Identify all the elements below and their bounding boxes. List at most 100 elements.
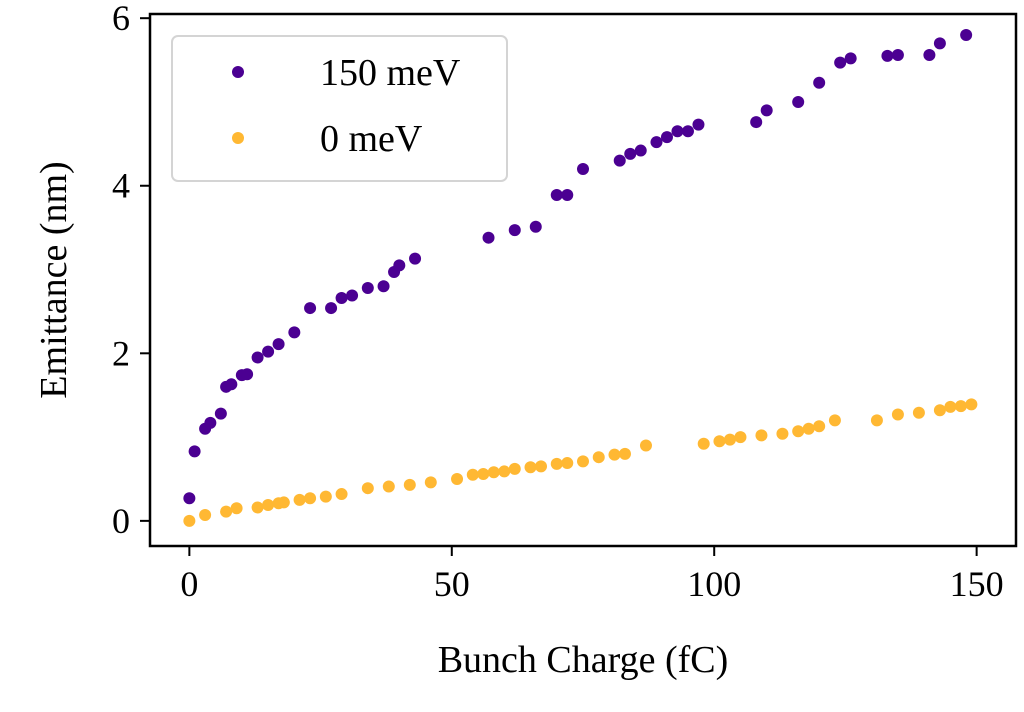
data-point	[891, 49, 904, 62]
data-point	[891, 408, 904, 421]
data-point	[792, 425, 805, 438]
data-point	[933, 37, 946, 50]
data-point	[577, 162, 589, 175]
data-point	[382, 480, 395, 493]
data-point	[723, 433, 736, 446]
data-point	[361, 482, 374, 495]
x-tick-label: 100	[687, 564, 741, 604]
data-point	[834, 56, 847, 69]
data-point	[498, 465, 511, 478]
series-1	[183, 398, 978, 527]
data-point	[802, 422, 815, 435]
legend-marker	[232, 132, 244, 144]
y-axis-label: Emittance (nm)	[33, 161, 75, 398]
y-tick-label: 2	[112, 333, 130, 373]
data-point	[734, 431, 747, 444]
data-point	[346, 289, 359, 302]
data-point	[508, 224, 521, 237]
data-point	[304, 492, 317, 505]
data-point	[776, 427, 789, 440]
data-point	[550, 188, 563, 201]
data-point	[183, 514, 196, 527]
x-tick-label: 150	[950, 564, 1004, 604]
legend: 150 meV 0 meV	[171, 35, 508, 182]
data-point	[933, 404, 946, 417]
data-point	[954, 400, 967, 413]
data-point	[624, 147, 637, 160]
data-point	[881, 49, 894, 62]
legend-box	[171, 35, 508, 182]
plot-frame	[148, 12, 1018, 548]
axes-layer: 0 50 100 150 0 2 4 6 Bunch Charge (fC) Emittance …	[33, 0, 1018, 681]
data-point	[671, 125, 684, 138]
data-point	[361, 281, 374, 294]
data-point	[697, 437, 710, 450]
data-point	[451, 472, 464, 485]
data-point	[813, 420, 826, 433]
data-point	[944, 400, 957, 413]
data-point	[319, 490, 332, 503]
legend-label: 150 meV	[320, 52, 461, 94]
data-point	[713, 435, 726, 448]
data-point	[681, 125, 694, 138]
y-tick-label: 6	[112, 0, 130, 38]
data-point	[618, 447, 631, 460]
data-point	[204, 416, 217, 429]
x-tick-label: 0	[180, 564, 198, 604]
y-tick-label: 0	[112, 501, 130, 541]
data-point	[529, 220, 542, 233]
data-point	[870, 414, 883, 427]
data-point	[960, 28, 973, 41]
x-axis-label: Bunch Charge (fC)	[438, 639, 729, 681]
y-tick-label: 4	[112, 166, 130, 206]
data-point	[288, 326, 301, 339]
data-point	[262, 498, 275, 511]
data-point	[828, 414, 841, 427]
x-tick-label: 50	[434, 564, 470, 604]
data-point	[335, 292, 348, 305]
data-point	[241, 368, 254, 381]
data-point	[230, 502, 243, 515]
data-point	[277, 496, 290, 509]
data-point	[844, 52, 857, 65]
data-point	[466, 468, 479, 481]
data-point	[912, 406, 925, 419]
data-point	[220, 505, 233, 518]
data-point	[634, 144, 647, 157]
data-point	[225, 378, 238, 391]
data-point	[482, 231, 495, 244]
data-point	[377, 280, 390, 293]
data-point	[409, 252, 422, 265]
data-point	[214, 407, 227, 420]
data-point	[561, 457, 574, 470]
data-point	[692, 118, 705, 131]
data-point	[403, 478, 416, 491]
data-point	[923, 49, 936, 62]
series-0	[183, 28, 973, 505]
data-point	[613, 154, 626, 167]
data-point	[251, 501, 264, 514]
data-point	[639, 439, 652, 452]
data-point	[477, 467, 490, 480]
data-point	[251, 351, 264, 364]
data-point	[293, 493, 306, 506]
data-point	[508, 462, 521, 475]
data-point	[965, 398, 978, 411]
data-point	[650, 136, 663, 149]
data-point	[760, 104, 773, 117]
data-point	[487, 466, 500, 479]
data-point	[660, 131, 673, 144]
data-point	[272, 338, 285, 351]
legend-label: 0 meV	[320, 118, 423, 160]
data-point	[592, 451, 605, 464]
data-point	[535, 460, 548, 473]
data-point	[750, 116, 763, 129]
data-point	[199, 509, 212, 522]
data-point	[792, 95, 805, 108]
data-point	[335, 488, 348, 501]
data-point	[424, 476, 437, 489]
data-point	[393, 259, 406, 272]
data-point	[524, 461, 537, 474]
